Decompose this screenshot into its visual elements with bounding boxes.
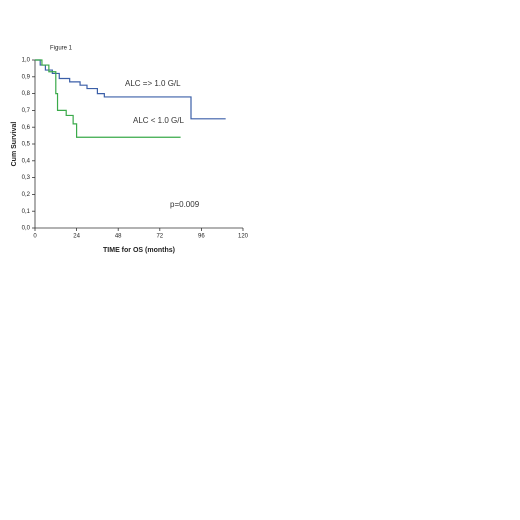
annotation: ALC < 1.0 G/L: [133, 116, 184, 125]
x-tick-label: 120: [238, 234, 249, 240]
y-tick-label: 0,6: [22, 125, 31, 131]
y-tick-label: 0,8: [22, 91, 31, 97]
y-tick-label: 0,2: [22, 192, 31, 198]
chart-title: Figure 1: [50, 46, 73, 52]
y-tick-label: 0,7: [22, 108, 31, 114]
x-axis-label: TIME for OS (months): [103, 247, 175, 254]
y-tick-label: 1,0: [22, 58, 31, 64]
annotation: p=0.009: [170, 200, 200, 209]
annotation: ALC => 1.0 G/L: [125, 79, 181, 88]
y-tick-label: 0,5: [22, 142, 31, 148]
x-tick-label: 24: [73, 234, 80, 240]
x-tick-label: 48: [115, 234, 122, 240]
x-tick-label: 0: [33, 234, 37, 240]
y-tick-label: 0,0: [22, 226, 31, 232]
y-tick-label: 0,4: [22, 158, 31, 164]
y-tick-label: 0,1: [22, 209, 31, 215]
survival-curve: [35, 59, 181, 138]
survival-curve: [35, 59, 226, 120]
y-axis-label: Cum Survival: [11, 122, 18, 167]
y-tick-label: 0,3: [22, 175, 31, 181]
y-tick-label: 0,9: [22, 74, 31, 80]
x-tick-label: 96: [198, 234, 205, 240]
x-tick-label: 72: [156, 234, 163, 240]
